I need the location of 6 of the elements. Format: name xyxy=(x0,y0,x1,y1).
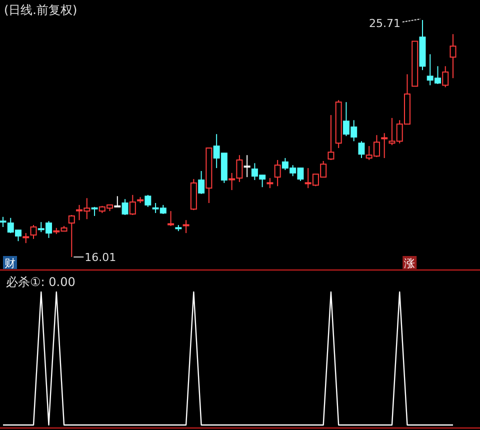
annotation: 涨 xyxy=(404,257,416,270)
annotation: 财 xyxy=(4,257,16,270)
chart-title: (日线.前复权) xyxy=(4,3,78,17)
annotation: 25.71 xyxy=(368,17,400,30)
annotation: 16.01 xyxy=(84,251,116,264)
chart-title: 必杀①: 0.00 xyxy=(6,275,76,289)
